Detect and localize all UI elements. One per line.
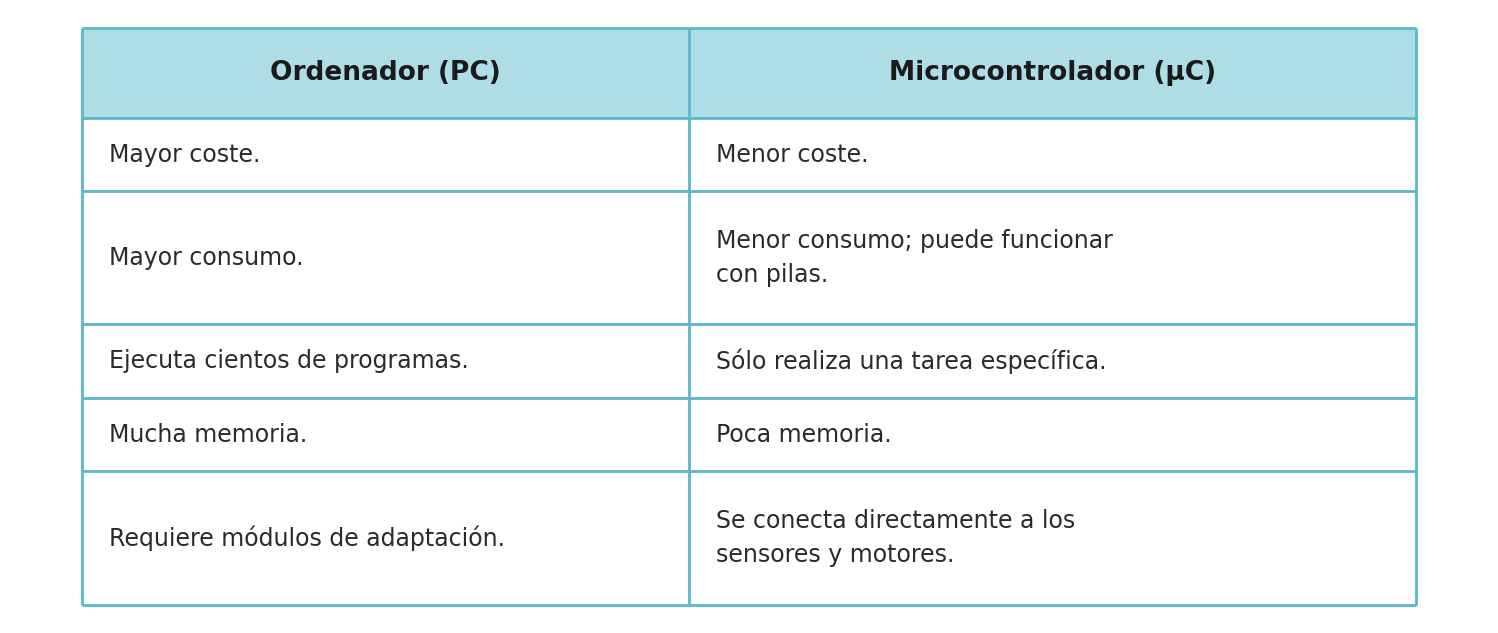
Text: Ejecuta cientos de programas.: Ejecuta cientos de programas. [109, 349, 469, 373]
Text: Menor consumo; puede funcionar
con pilas.: Menor consumo; puede funcionar con pilas… [716, 229, 1113, 287]
Bar [82, 324, 1416, 398]
Bar [82, 472, 1416, 605]
Text: Mayor coste.: Mayor coste. [109, 142, 261, 166]
Text: Requiere módulos de adaptación.: Requiere módulos de adaptación. [109, 525, 505, 551]
Text: Menor coste.: Menor coste. [716, 142, 869, 166]
Bar [82, 118, 1416, 191]
Text: Ordenador (PC): Ordenador (PC) [270, 60, 500, 86]
Bar [82, 191, 1416, 324]
Bar [82, 28, 1416, 118]
Text: Poca memoria.: Poca memoria. [716, 423, 891, 447]
Text: Sólo realiza una tarea específica.: Sólo realiza una tarea específica. [716, 348, 1107, 374]
Text: Mayor consumo.: Mayor consumo. [109, 246, 304, 270]
Text: Se conecta directamente a los
sensores y motores.: Se conecta directamente a los sensores y… [716, 509, 1076, 567]
Bar [82, 398, 1416, 472]
Text: Microcontrolador (μC): Microcontrolador (μC) [888, 60, 1216, 86]
Text: Mucha memoria.: Mucha memoria. [109, 423, 307, 447]
